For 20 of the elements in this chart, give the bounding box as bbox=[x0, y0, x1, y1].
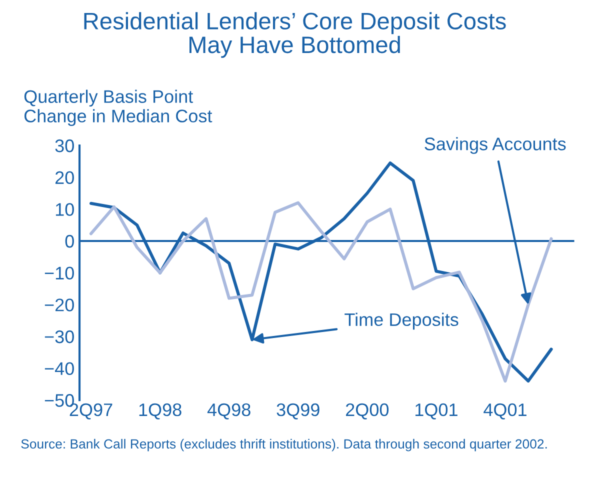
y-tick-label: −40 bbox=[44, 362, 74, 376]
y-tick-label: −30 bbox=[44, 330, 74, 344]
line-series bbox=[89, 201, 553, 383]
y-tick-label: 30 bbox=[55, 139, 74, 152]
y-axis-title: Quarterly Basis Point Change in Median Cost bbox=[24, 90, 212, 126]
x-tick-label: 4Q01 bbox=[484, 403, 526, 420]
chart-title: Residential Lenders’ Core Deposit Costs May Have Bottomed bbox=[84, 12, 506, 58]
y-tick-label: −10 bbox=[44, 266, 74, 280]
x-tick-label: 4Q98 bbox=[207, 403, 250, 420]
x-tick-label: 3Q99 bbox=[276, 403, 320, 420]
x-tick-label: 1Q01 bbox=[415, 403, 458, 420]
series-label: Time Deposits bbox=[344, 312, 458, 330]
y-tick-label: 0 bbox=[65, 234, 74, 248]
x-tick-label: 1Q98 bbox=[139, 403, 182, 420]
source-note: Source: Bank Call Reports (excludes thrift institutions). Data through second quarter 2002. bbox=[21, 438, 547, 452]
text: Savings Accounts bbox=[424, 137, 566, 154]
y-tick-label: 10 bbox=[56, 203, 74, 216]
y-tick-label: −20 bbox=[44, 298, 74, 312]
x-tick-label: 2Q00 bbox=[346, 403, 389, 420]
y-tick-label: 20 bbox=[55, 171, 74, 184]
